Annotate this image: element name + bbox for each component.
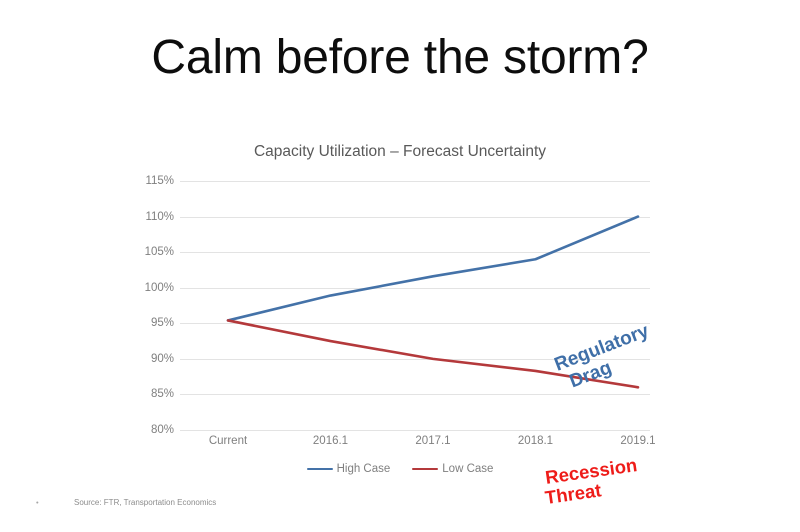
footnote-source-text: Source: FTR, Transportation Economics — [74, 498, 217, 507]
series-lines — [226, 215, 640, 389]
gridline — [180, 252, 650, 254]
y-axis-tick-label: 105% — [144, 246, 174, 259]
x-axis-tick-label: 2019.1 — [620, 435, 656, 447]
y-axis-tick-label: 80% — [150, 424, 174, 436]
legend-item[interactable]: Low Case — [412, 463, 493, 475]
slide-title: Calm before the storm? — [151, 31, 649, 84]
gridline — [180, 430, 650, 431]
gridline — [180, 358, 650, 360]
series-line — [226, 215, 640, 322]
gridline — [180, 323, 650, 325]
gridline — [180, 181, 650, 182]
legend-color-swatch — [412, 467, 439, 471]
y-axis-tick-label: 90% — [150, 352, 174, 365]
y-axis-tick-label: 110% — [145, 210, 174, 223]
legend-item[interactable]: High Case — [306, 463, 391, 475]
chart-container: Capacity Utilization – Forecast Uncertai… — [120, 135, 680, 508]
x-axis-tick-label: 2017.1 — [415, 435, 451, 447]
footnote-bullet-icon: • — [36, 498, 39, 507]
footnote: • Source: FTR, Transportation Economics — [36, 498, 216, 507]
legend-color-swatch — [306, 467, 333, 471]
chart-title: Capacity Utilization – Forecast Uncertai… — [253, 143, 547, 160]
y-axis-tick-label: 85% — [150, 388, 174, 401]
legend-label: High Case — [336, 463, 391, 475]
chart-legend: High Case Low Case — [120, 463, 680, 475]
gridline — [180, 394, 650, 396]
y-axis-tick-label: 100% — [144, 281, 174, 294]
gridline — [180, 216, 650, 218]
y-axis-tick-label: 95% — [150, 317, 174, 330]
legend-label: Low Case — [442, 463, 494, 475]
gridline — [180, 287, 650, 289]
x-axis: Current 2016.1 2017.1 2018.1 2019.1 — [180, 435, 656, 457]
y-axis: 115% 110% 105% 100% 95% 90% 85% 80% — [120, 175, 174, 436]
series-line — [226, 319, 640, 389]
x-axis-tick-label: 2018.1 — [517, 435, 554, 447]
x-axis-tick-label: 2016.1 — [312, 435, 349, 447]
x-axis-tick-label: Current — [208, 435, 248, 447]
plot-area — [180, 181, 650, 431]
y-axis-tick-label: 115% — [145, 175, 174, 187]
